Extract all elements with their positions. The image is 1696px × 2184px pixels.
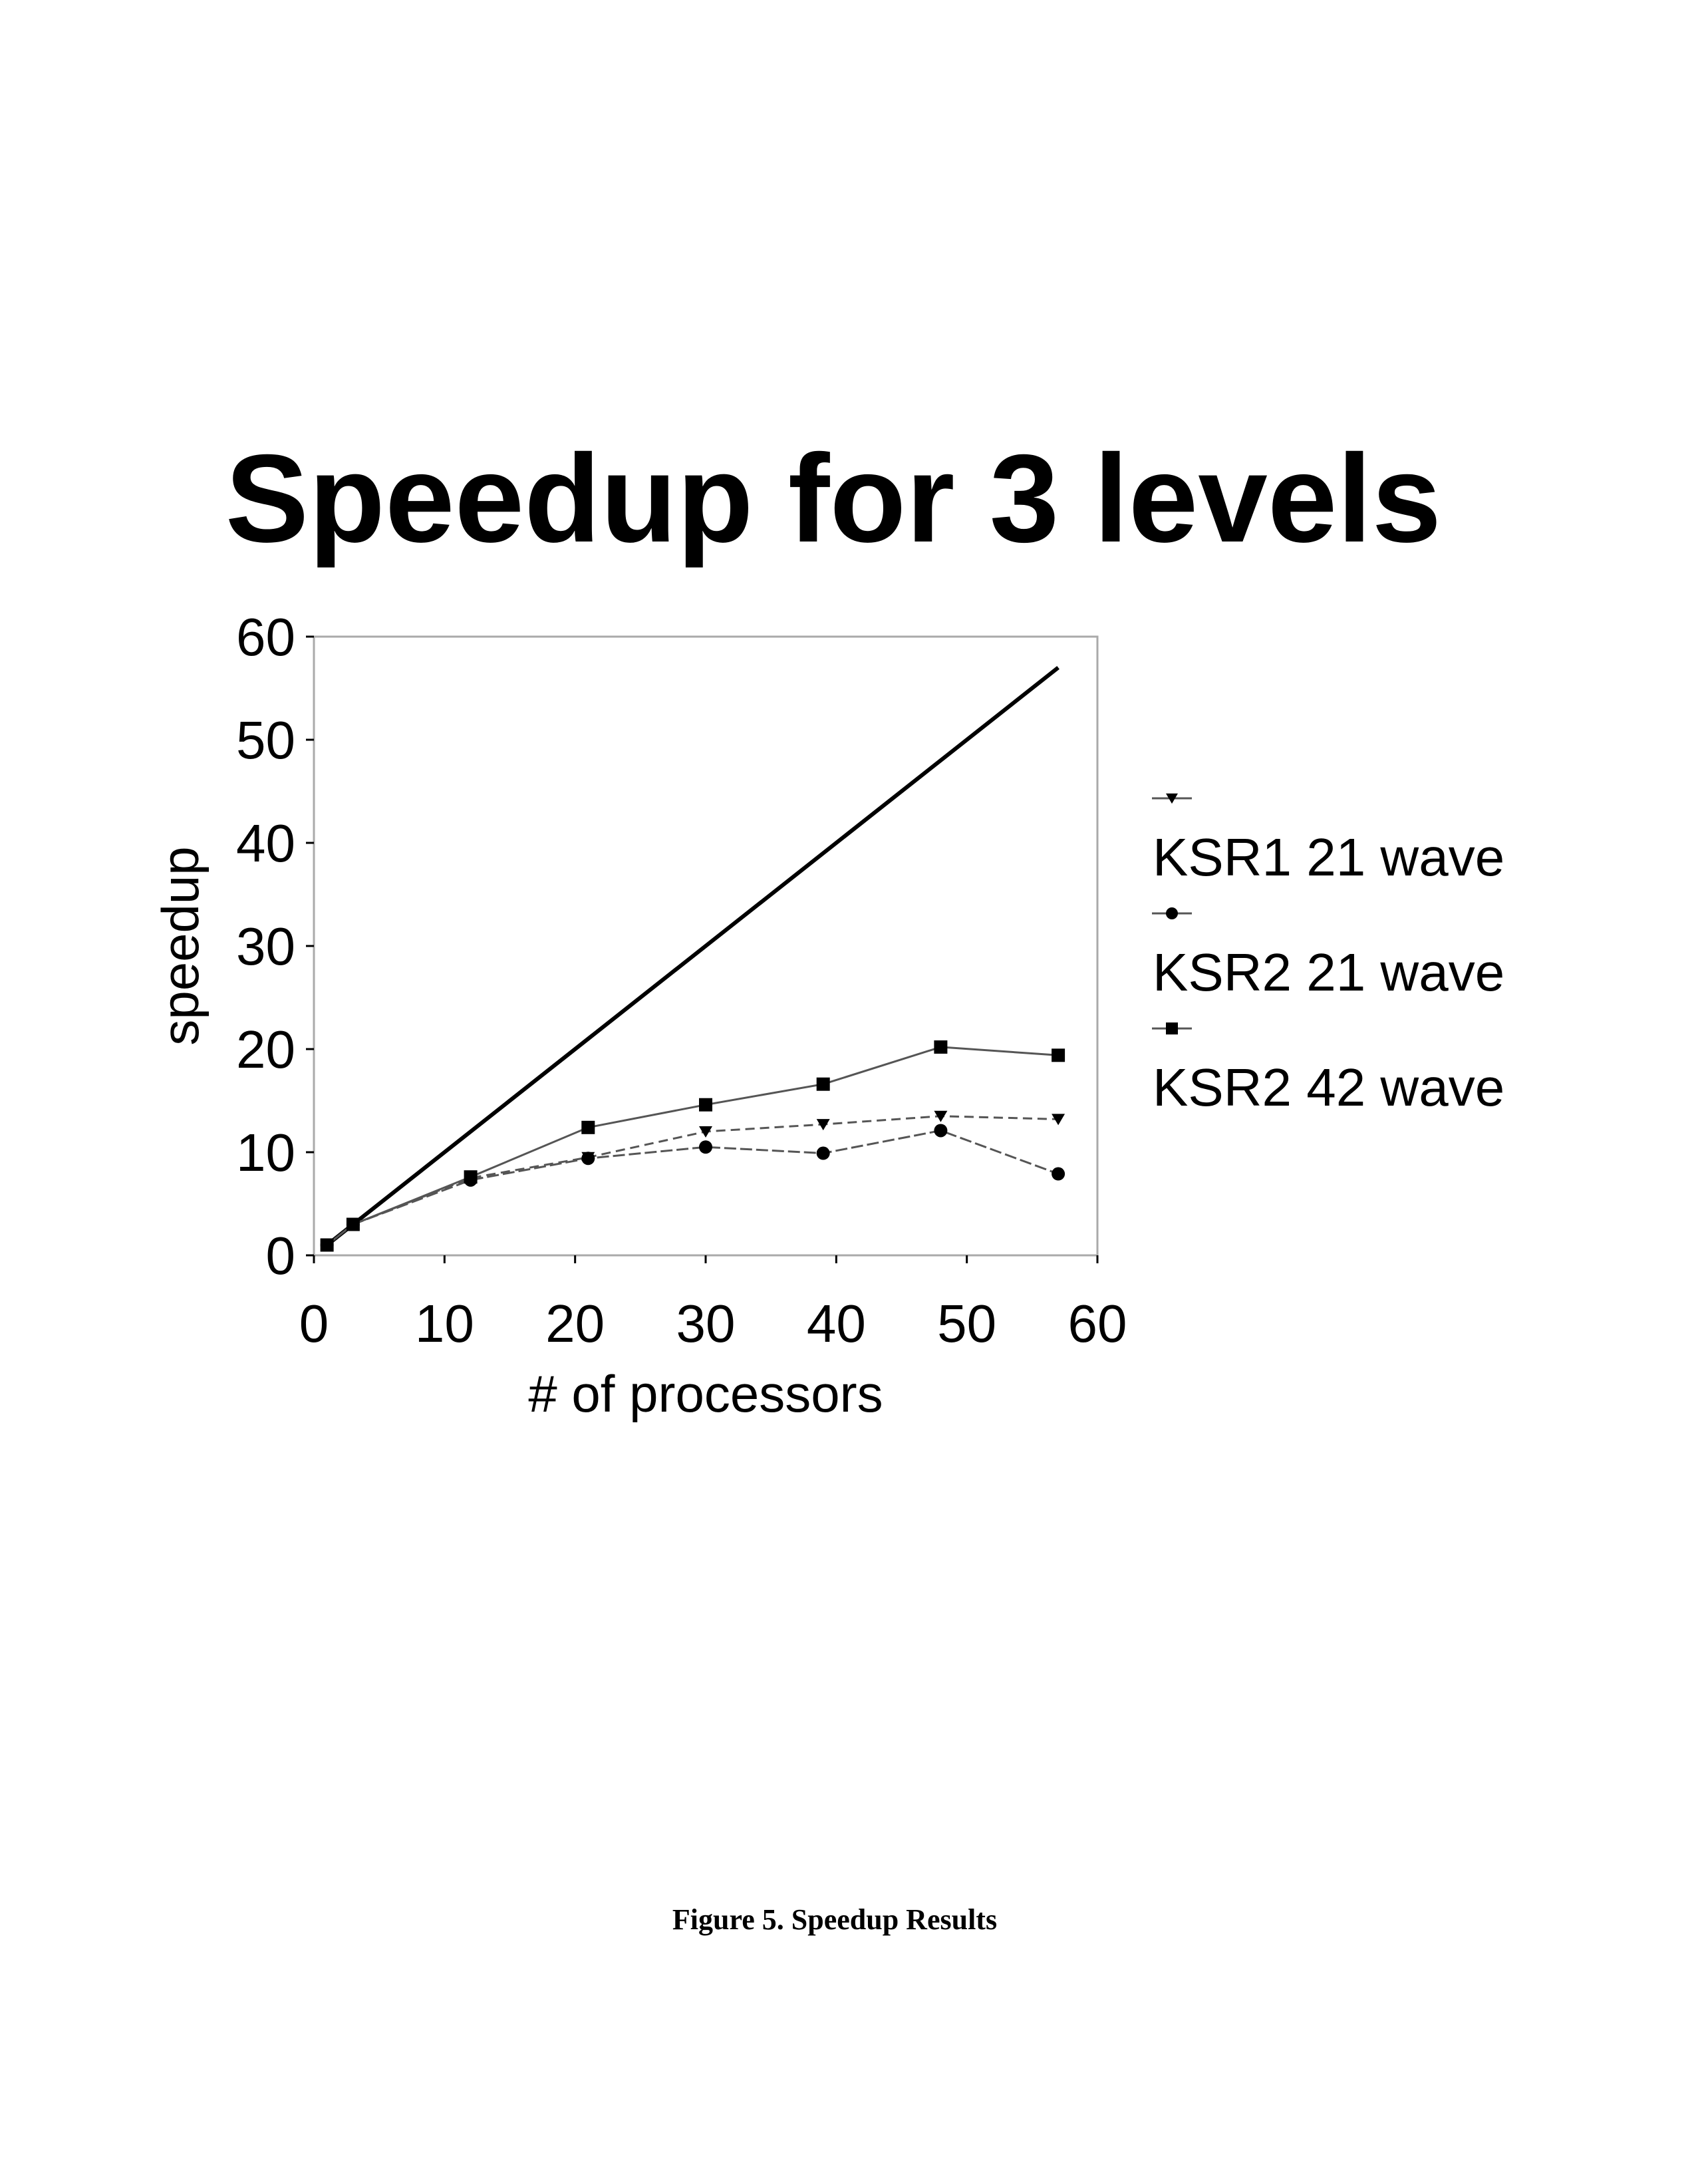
y-tick-label: 0 bbox=[266, 1226, 296, 1285]
y-tick-label: 60 bbox=[236, 607, 295, 667]
data-point bbox=[320, 1238, 334, 1252]
y-axis-ticks: 0 10 20 30 40 50 60 bbox=[236, 607, 314, 1285]
y-tick-label: 40 bbox=[236, 814, 295, 873]
legend-label: KSR2 42 wave bbox=[1153, 1058, 1504, 1117]
data-point bbox=[934, 1110, 948, 1122]
data-point bbox=[699, 1098, 712, 1112]
data-point bbox=[699, 1126, 712, 1138]
legend-marker bbox=[1166, 1022, 1178, 1034]
data-point bbox=[1052, 1167, 1065, 1181]
x-axis-ticks: 0 10 20 30 40 50 60 bbox=[299, 1255, 1127, 1353]
x-tick-label: 20 bbox=[545, 1294, 605, 1353]
data-point bbox=[464, 1170, 478, 1184]
data-point bbox=[934, 1124, 948, 1138]
legend-item: KSR1 21 wave bbox=[1152, 793, 1504, 887]
figure-caption: Figure 5. Speedup Results bbox=[672, 1903, 997, 1936]
data-point bbox=[581, 1152, 595, 1166]
data-point bbox=[816, 1146, 830, 1160]
data-point bbox=[816, 1077, 830, 1091]
data-point bbox=[816, 1119, 830, 1131]
data-point bbox=[1052, 1048, 1065, 1062]
data-point bbox=[1052, 1114, 1065, 1126]
x-tick-label: 30 bbox=[676, 1294, 736, 1353]
y-tick-label: 20 bbox=[236, 1020, 295, 1079]
x-tick-label: 10 bbox=[415, 1294, 474, 1353]
ideal-speedup-line bbox=[325, 666, 1060, 1247]
legend-item: KSR2 42 wave bbox=[1152, 1022, 1504, 1117]
series-line bbox=[326, 1115, 1059, 1246]
legend-marker bbox=[1166, 907, 1178, 919]
legend-marker bbox=[1166, 793, 1178, 804]
series-circle bbox=[320, 1124, 1065, 1252]
legend-item: KSR2 21 wave bbox=[1152, 907, 1504, 1002]
x-tick-label: 60 bbox=[1068, 1294, 1127, 1353]
data-point bbox=[346, 1217, 360, 1231]
x-tick-label: 40 bbox=[807, 1294, 866, 1353]
chart-title: Speedup for 3 levels bbox=[225, 428, 1441, 568]
legend: KSR1 21 wave KSR2 21 wave KSR2 42 wave bbox=[1152, 793, 1504, 1117]
data-point bbox=[934, 1040, 948, 1054]
series-line bbox=[326, 1129, 1059, 1246]
series-layer bbox=[320, 1040, 1065, 1252]
legend-label: KSR2 21 wave bbox=[1153, 943, 1504, 1002]
y-axis-label: speedup bbox=[151, 846, 210, 1045]
y-tick-label: 10 bbox=[236, 1123, 295, 1182]
data-point bbox=[581, 1120, 595, 1134]
series-line bbox=[326, 1046, 1059, 1246]
series-triangle-down bbox=[320, 1110, 1065, 1251]
legend-label: KSR1 21 wave bbox=[1153, 828, 1504, 887]
series-square bbox=[320, 1040, 1065, 1252]
y-tick-label: 30 bbox=[236, 917, 295, 976]
data-point bbox=[699, 1140, 712, 1154]
x-tick-label: 0 bbox=[299, 1294, 329, 1353]
y-tick-label: 50 bbox=[236, 710, 295, 770]
x-tick-label: 50 bbox=[937, 1294, 996, 1353]
x-axis-label: # of processors bbox=[528, 1364, 883, 1423]
